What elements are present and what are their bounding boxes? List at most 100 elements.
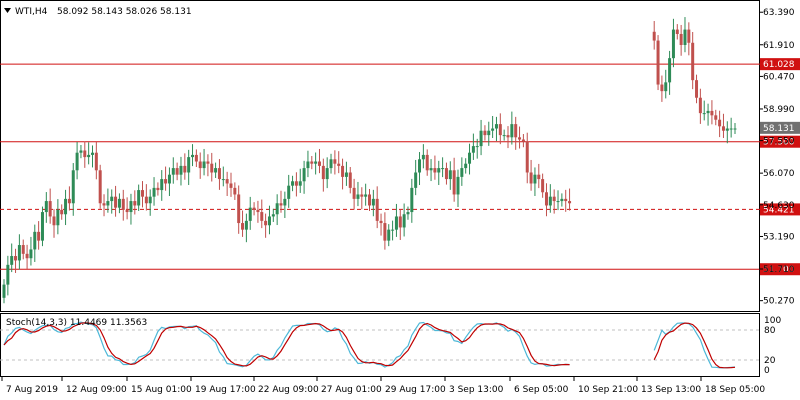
candle-bull [2,284,6,298]
candle-bull [448,170,452,180]
candle-bull [364,194,368,197]
candle-bear [333,159,337,164]
candle-bear [125,209,129,213]
candle-bear [398,216,402,228]
candle-bull [491,128,495,131]
candle-bull [117,198,121,208]
candle-bear [498,124,502,136]
candle-bear [164,179,168,184]
time-tick-label: 6 Sep 05:00 [514,385,569,395]
candle-bull [40,212,44,241]
candle-bull [421,154,425,160]
time-tick-label: 29 Aug 17:00 [385,385,446,395]
candle-bear [691,42,695,81]
candle-bear [264,220,268,226]
candle-bear [260,212,264,221]
level-badge [760,263,800,276]
current-price-badge [760,121,800,134]
candle-bull [271,214,275,217]
candle-bear [102,203,106,206]
candle-bull [106,201,110,206]
candle-bull [410,187,414,213]
time-tick-label: 10 Sep 21:00 [578,385,638,395]
candle-bull [75,152,79,171]
candle-bull [344,172,348,177]
candle-bear [525,141,529,173]
candle-bear [514,124,518,138]
candle-bear [564,198,568,202]
candle-bear [60,209,64,215]
candle-bear [433,168,437,173]
level-label: 51.700 [763,265,795,275]
candle-bull [402,214,406,228]
candle-bull [441,168,445,170]
candle-bull [356,194,360,199]
candle-bear [679,33,683,45]
candle-bear [233,187,237,195]
level-label: 57.500 [763,138,795,148]
candle-bull [29,249,33,259]
price-panel-frame [0,0,760,312]
symbol-label: WTI,H4 [15,7,48,17]
candle-bull [437,168,441,173]
candle-bull [214,168,218,173]
candle-bull [502,135,506,137]
candle-bull [725,128,729,131]
candle-bull [179,165,183,175]
candle-bull [6,264,10,285]
candle-bull [510,124,514,138]
price-tick-label: 58.990 [763,105,795,115]
candle-bear [21,245,25,254]
candle-bull [475,146,479,148]
candle-bull [87,154,91,158]
candle-bear [37,231,41,241]
candle-bull [702,113,706,115]
candle-bull [10,256,14,265]
stoch-main-line [3,321,736,369]
candle-bull [64,198,68,215]
candle-bull [275,203,279,215]
level-badge [760,58,800,71]
candle-bull [291,181,295,186]
candle-bear [294,181,298,186]
candle-bear [425,154,429,171]
candle-bear [144,196,148,204]
candle-bull [729,128,733,130]
candle-bear [695,80,699,98]
time-tick-label: 13 Sep 13:00 [641,385,701,395]
candle-bear [687,29,691,43]
candle-bull [71,170,75,204]
triangle-down-icon[interactable] [4,8,11,13]
candle-bear [718,119,722,127]
candle-bull [668,58,672,83]
candle-bull [306,161,310,169]
ohlc-label: 58.092 58.143 58.026 58.131 [57,7,192,17]
candle-bear [52,216,56,226]
candle-bear [310,161,314,164]
stoch-signal-line [3,322,736,369]
candle-bull [167,174,171,184]
candle-bear [279,203,283,206]
candle-bull [137,190,141,206]
candle-bull [556,201,560,203]
candle-bear [114,196,118,208]
stoch-tick-label: 80 [764,326,776,336]
candle-bull [152,187,156,197]
candle-bear [141,190,145,197]
candle-bull [248,207,252,221]
candle-bear [121,198,125,210]
candle-bear [529,172,533,184]
candle-bull [683,29,687,45]
candle-bear [656,40,660,85]
price-tick-label: 63.390 [763,8,795,18]
stoch-grid [0,329,760,361]
candle-bull [671,29,675,59]
candle-bear [337,163,341,166]
candle-bull [287,185,291,199]
candle-bear [360,194,364,197]
candle-bull [560,198,564,202]
candle-bear [348,172,352,188]
price-tick-label: 56.070 [763,169,795,179]
candle-bear [225,179,229,184]
candle-bear [541,179,545,193]
